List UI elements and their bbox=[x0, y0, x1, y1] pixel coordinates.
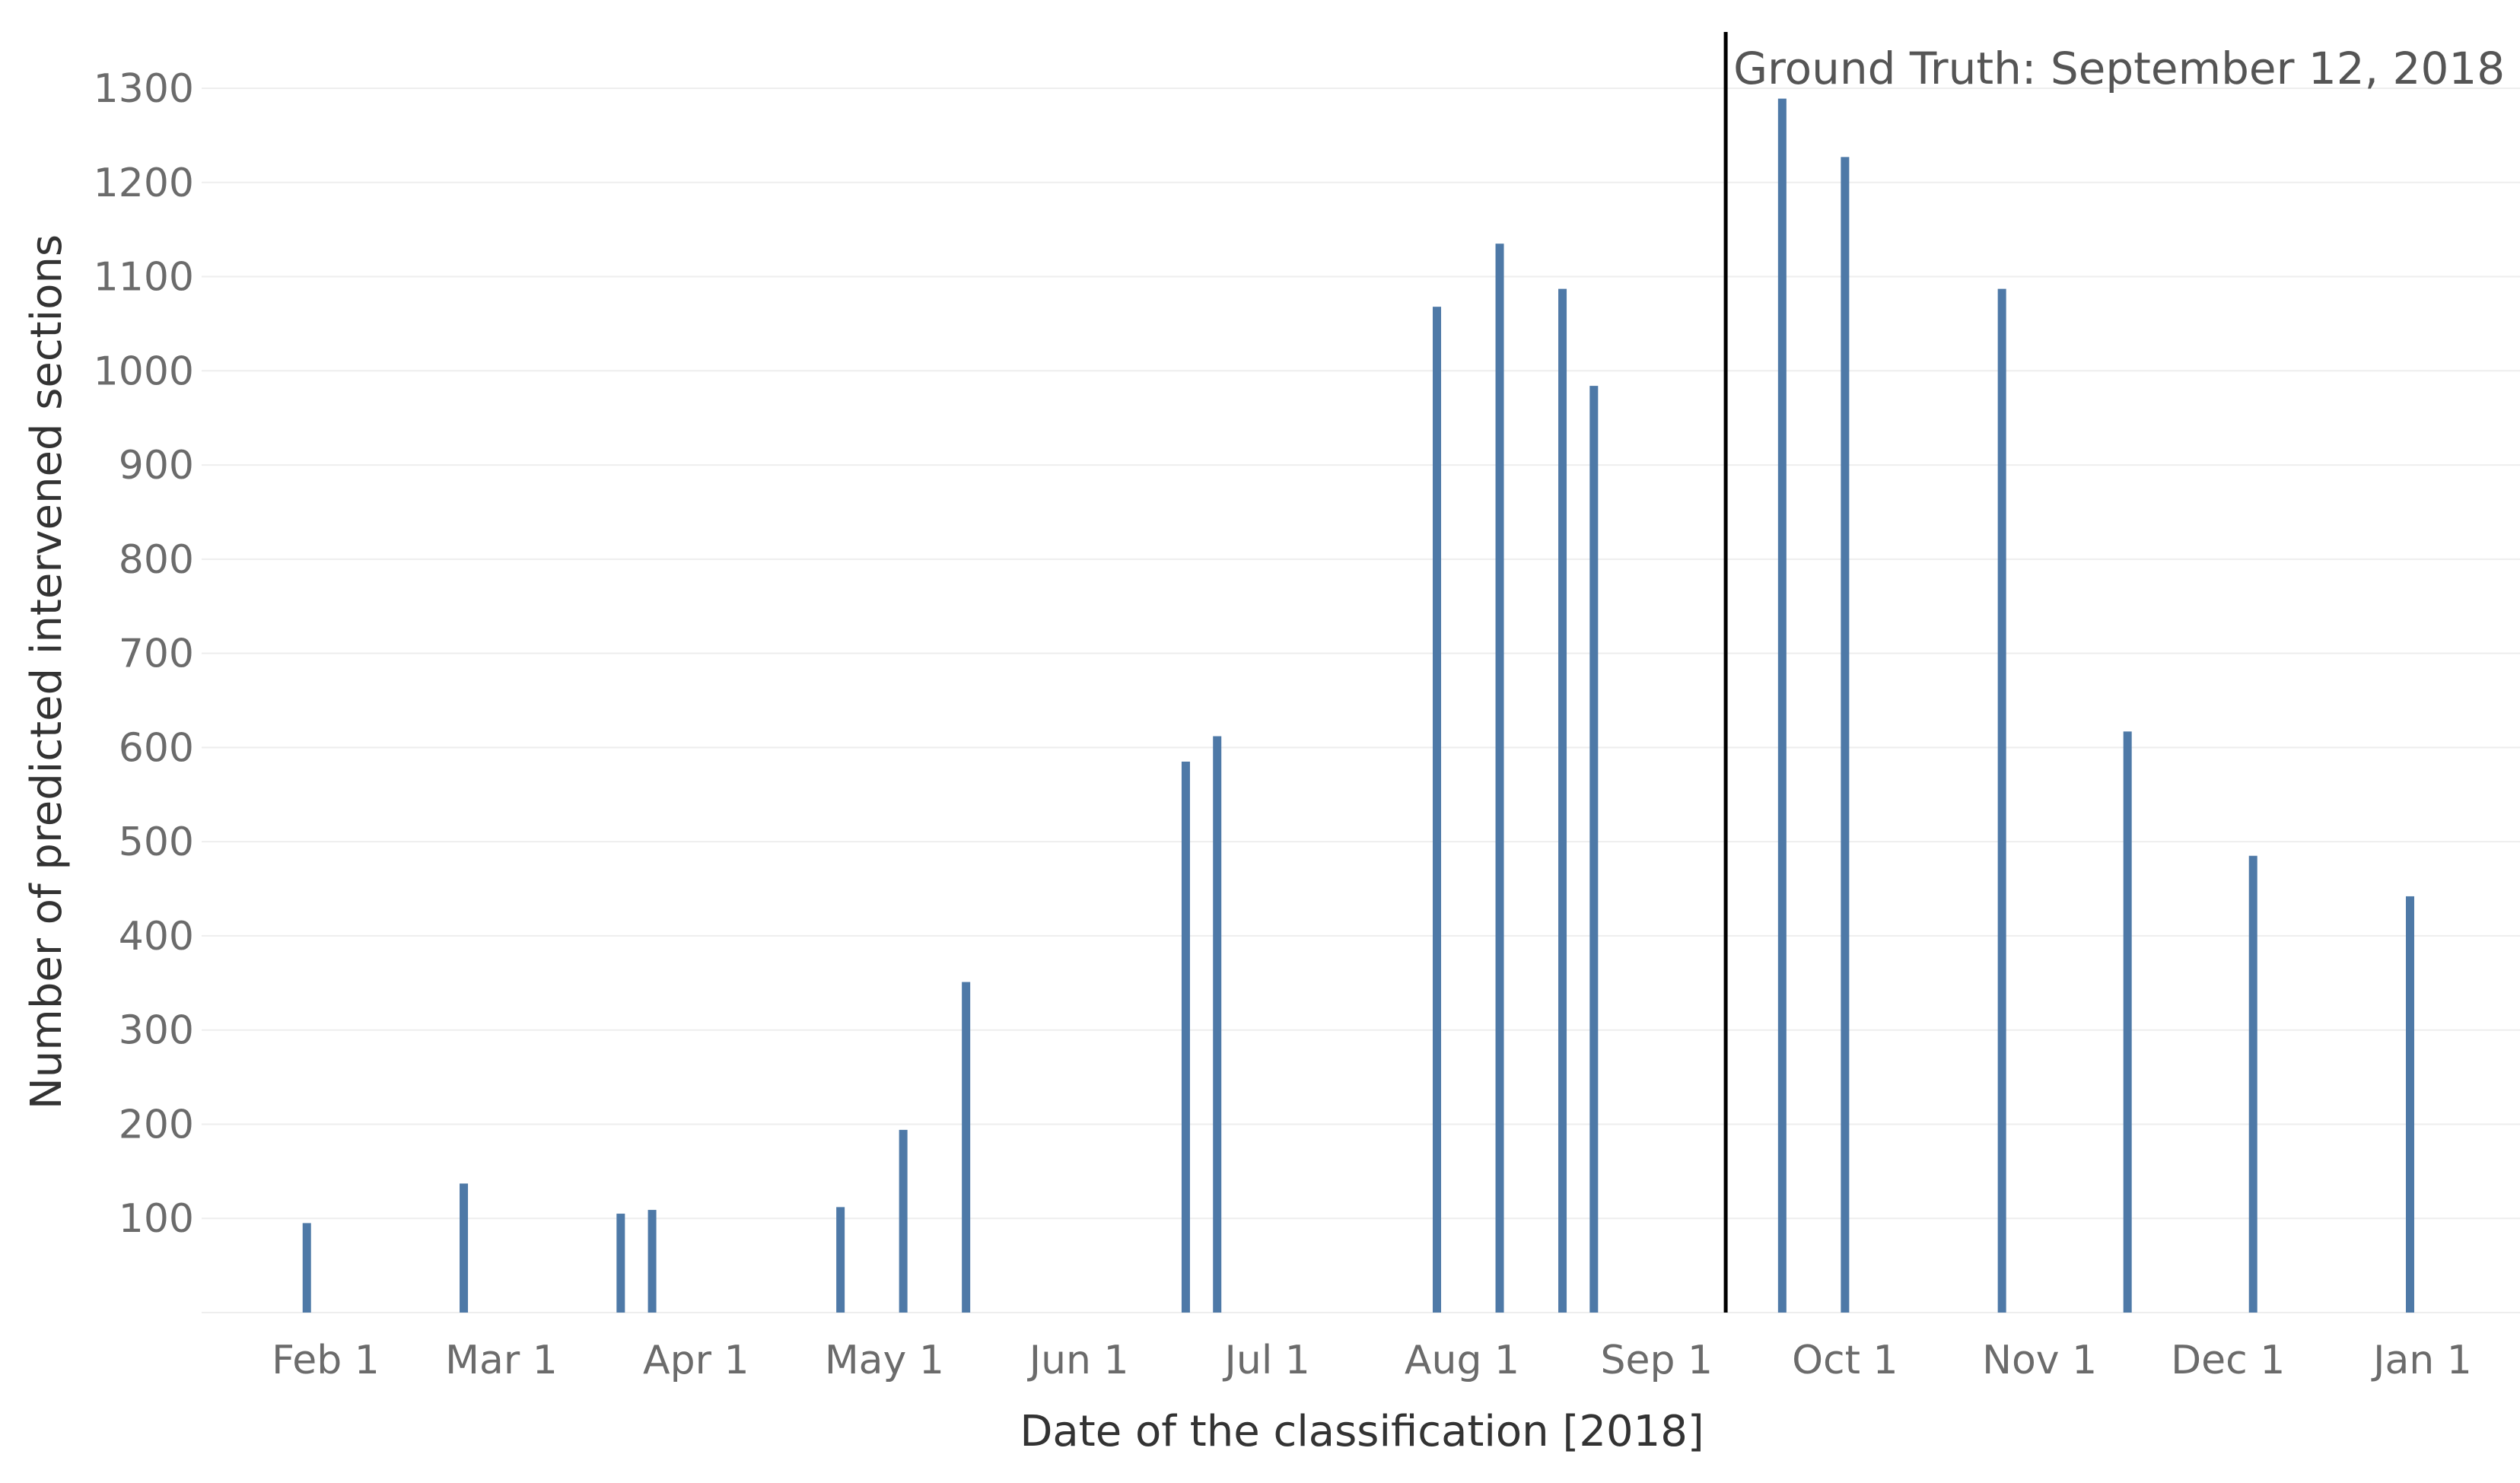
y-tick-label: 700 bbox=[119, 632, 194, 677]
x-tick-label: Oct 1 bbox=[1792, 1338, 1898, 1383]
bar bbox=[616, 1214, 625, 1313]
bar bbox=[2123, 731, 2132, 1313]
y-tick-label: 1200 bbox=[94, 161, 194, 206]
y-tick-label: 1100 bbox=[94, 255, 194, 301]
y-tick-label: 600 bbox=[119, 725, 194, 771]
bar bbox=[2248, 855, 2258, 1313]
y-tick-label: 300 bbox=[119, 1008, 194, 1054]
x-axis-ticks: Feb 1 Mar 1 Apr 1 May 1 Jun 1 Jul 1 Aug 1 Sep 1… bbox=[272, 1338, 2472, 1383]
x-tick-label: Aug 1 bbox=[1405, 1338, 1519, 1383]
bar bbox=[1997, 288, 2006, 1313]
bar bbox=[899, 1129, 908, 1313]
y-axis-ticks: 100 200 300 400 500 600 700 800 900 1000 1100 1200 1… bbox=[94, 66, 194, 1242]
bars bbox=[302, 98, 2414, 1313]
bar bbox=[836, 1207, 845, 1313]
x-axis-title: Date of the classification [2018] bbox=[1020, 1407, 1704, 1456]
x-tick-label: Jan 1 bbox=[2371, 1338, 2472, 1383]
x-tick-label: Jun 1 bbox=[1027, 1338, 1129, 1383]
bar bbox=[1495, 243, 1504, 1313]
x-tick-label: Mar 1 bbox=[445, 1338, 558, 1383]
bar bbox=[1841, 157, 1850, 1313]
bar bbox=[2405, 896, 2414, 1313]
y-tick-label: 1000 bbox=[94, 348, 194, 394]
bar bbox=[302, 1223, 311, 1313]
y-tick-label: 800 bbox=[119, 537, 194, 583]
x-tick-label: May 1 bbox=[825, 1338, 944, 1383]
y-tick-label: 500 bbox=[119, 819, 194, 865]
x-tick-label: Jul 1 bbox=[1223, 1338, 1310, 1383]
bar bbox=[1777, 98, 1787, 1313]
y-tick-label: 900 bbox=[119, 443, 194, 488]
bar bbox=[648, 1210, 657, 1313]
bar bbox=[1213, 736, 1222, 1313]
bar bbox=[962, 982, 971, 1313]
y-tick-label: 1300 bbox=[94, 66, 194, 112]
grid-lines bbox=[202, 88, 2520, 1313]
x-tick-label: Apr 1 bbox=[643, 1338, 749, 1383]
y-axis-title: Number of predicted intervened sections bbox=[22, 234, 72, 1109]
bar bbox=[1589, 386, 1599, 1313]
y-tick-label: 200 bbox=[119, 1102, 194, 1147]
x-tick-label: Sep 1 bbox=[1601, 1338, 1713, 1383]
x-tick-label: Nov 1 bbox=[1982, 1338, 2097, 1383]
y-tick-label: 100 bbox=[119, 1196, 194, 1242]
bar bbox=[1558, 288, 1567, 1313]
bar bbox=[1433, 307, 1442, 1313]
bar bbox=[460, 1183, 469, 1313]
y-tick-label: 400 bbox=[119, 914, 194, 959]
ground-truth-marker: Ground Truth: September 12, 2018 bbox=[1723, 32, 2505, 1313]
x-tick-label: Feb 1 bbox=[272, 1338, 380, 1383]
bar bbox=[1181, 761, 1190, 1313]
x-tick-label: Dec 1 bbox=[2171, 1338, 2285, 1383]
ground-truth-label: Ground Truth: September 12, 2018 bbox=[1733, 43, 2505, 94]
